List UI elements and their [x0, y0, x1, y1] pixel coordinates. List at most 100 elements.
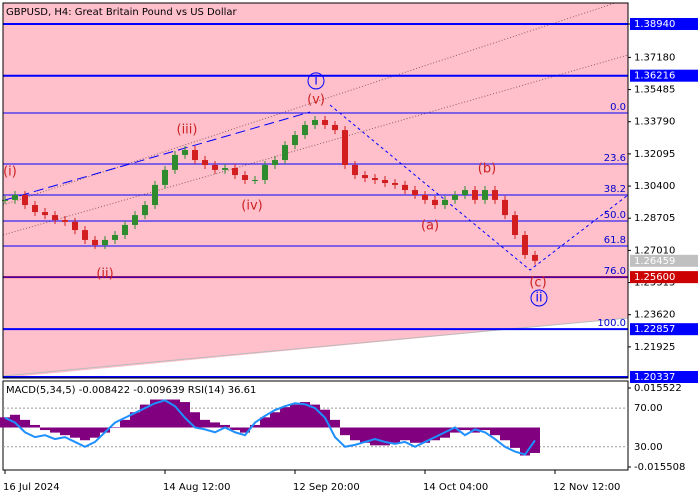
level-label: 1.26459 — [634, 256, 675, 267]
candle — [42, 212, 48, 216]
wave-circle — [307, 72, 325, 90]
level-label: 1.36216 — [634, 71, 675, 82]
macd-bar — [60, 427, 70, 436]
candle — [382, 179, 388, 184]
candle — [472, 190, 478, 200]
candle — [182, 149, 188, 155]
wave-label: (ii) — [96, 266, 113, 281]
macd-bar — [230, 427, 240, 431]
price-frame — [2, 2, 629, 379]
macd-bar — [500, 427, 510, 441]
y-tick-label: 1.33790 — [634, 117, 675, 128]
macd-bar — [80, 427, 90, 441]
candle — [112, 235, 118, 240]
candle — [392, 183, 398, 185]
candle — [332, 124, 338, 131]
x-tick-label: 16 Jul 2024 — [3, 482, 60, 493]
wave-channel — [4, 111, 311, 201]
y-tick-label: 1.21925 — [634, 342, 675, 353]
candle — [102, 239, 108, 246]
fib-label: 38.2 — [604, 184, 626, 195]
candle — [142, 205, 148, 216]
fib-label: 50.0 — [604, 210, 626, 221]
candle — [22, 194, 28, 206]
candle — [522, 235, 528, 255]
level-tag — [630, 69, 698, 82]
y-tick-label: 1.27010 — [634, 245, 675, 256]
candle — [82, 230, 88, 240]
trend-line — [2, 54, 629, 236]
macd-bar — [280, 407, 290, 428]
candles — [2, 116, 538, 265]
price-panel — [3, 3, 628, 378]
macd-bar — [30, 424, 40, 428]
candle — [462, 190, 468, 195]
fib-label: 76.0 — [604, 266, 626, 277]
macd-bar — [400, 427, 410, 441]
macd-bar — [340, 427, 350, 436]
candle — [162, 169, 168, 185]
candle — [262, 164, 268, 180]
fib-label: 0.0 — [610, 102, 626, 113]
macd-bar — [20, 419, 30, 428]
candle — [92, 239, 98, 246]
candle — [252, 179, 258, 181]
macd-bar — [0, 417, 10, 428]
macd-bar — [350, 427, 360, 441]
macd-bar — [120, 419, 130, 428]
macd-bar — [180, 402, 190, 428]
macd-bar — [450, 427, 460, 433]
candle — [222, 168, 228, 170]
macd-bar — [140, 404, 150, 428]
candle — [32, 205, 38, 213]
candle — [122, 224, 128, 236]
candle — [242, 175, 248, 180]
fib-label: 61.8 — [604, 235, 626, 246]
y-tick-label: 1.37180 — [634, 52, 675, 63]
wave-label: (iv) — [241, 198, 262, 213]
level-tag — [630, 271, 698, 284]
candle — [52, 215, 58, 221]
levels: 0.0 23.6 38.2 50.0 61.8 76.0 100.0 — [3, 23, 628, 378]
level-tag — [630, 323, 698, 336]
candle — [322, 120, 328, 125]
x-tick-label: 14 Oct 04:00 — [423, 482, 488, 493]
candle — [532, 254, 538, 261]
candle — [402, 184, 408, 191]
candle — [192, 149, 198, 161]
macd-bar — [370, 427, 380, 446]
macd-bar — [290, 404, 300, 428]
candle — [352, 164, 358, 176]
level-tag — [630, 370, 698, 383]
macd-bar — [130, 412, 140, 428]
candle — [432, 199, 438, 206]
level-tag — [630, 18, 698, 31]
y-tick-label: 1.32095 — [634, 149, 675, 160]
wave-circle — [530, 289, 548, 307]
macd-bar — [410, 427, 420, 443]
wave-label: (c) — [529, 276, 546, 291]
indicator-label: MACD(5,34,5) -0.008422 -0.009639 RSI(14)… — [6, 385, 256, 396]
macd-bar — [50, 427, 60, 433]
macd-bar — [270, 412, 280, 428]
wave-label: (a) — [421, 219, 439, 234]
wave-label: i — [314, 73, 318, 88]
macd-bar — [240, 427, 250, 433]
candle — [272, 160, 278, 165]
candle — [492, 190, 498, 200]
trend-line — [2, 2, 616, 206]
y2-tick-label: -0.015508 — [634, 462, 685, 473]
candle — [152, 184, 158, 206]
macd-bar — [170, 399, 180, 428]
candle — [442, 199, 448, 206]
macd-bar — [100, 427, 110, 433]
candle — [372, 178, 378, 180]
candle — [212, 164, 218, 170]
candle — [502, 199, 508, 216]
candle — [232, 168, 238, 176]
macd-bar — [310, 404, 320, 428]
macd-bar — [510, 427, 520, 448]
macd-bar — [420, 427, 430, 443]
macd-bar — [490, 427, 500, 436]
macd-bar — [300, 402, 310, 428]
